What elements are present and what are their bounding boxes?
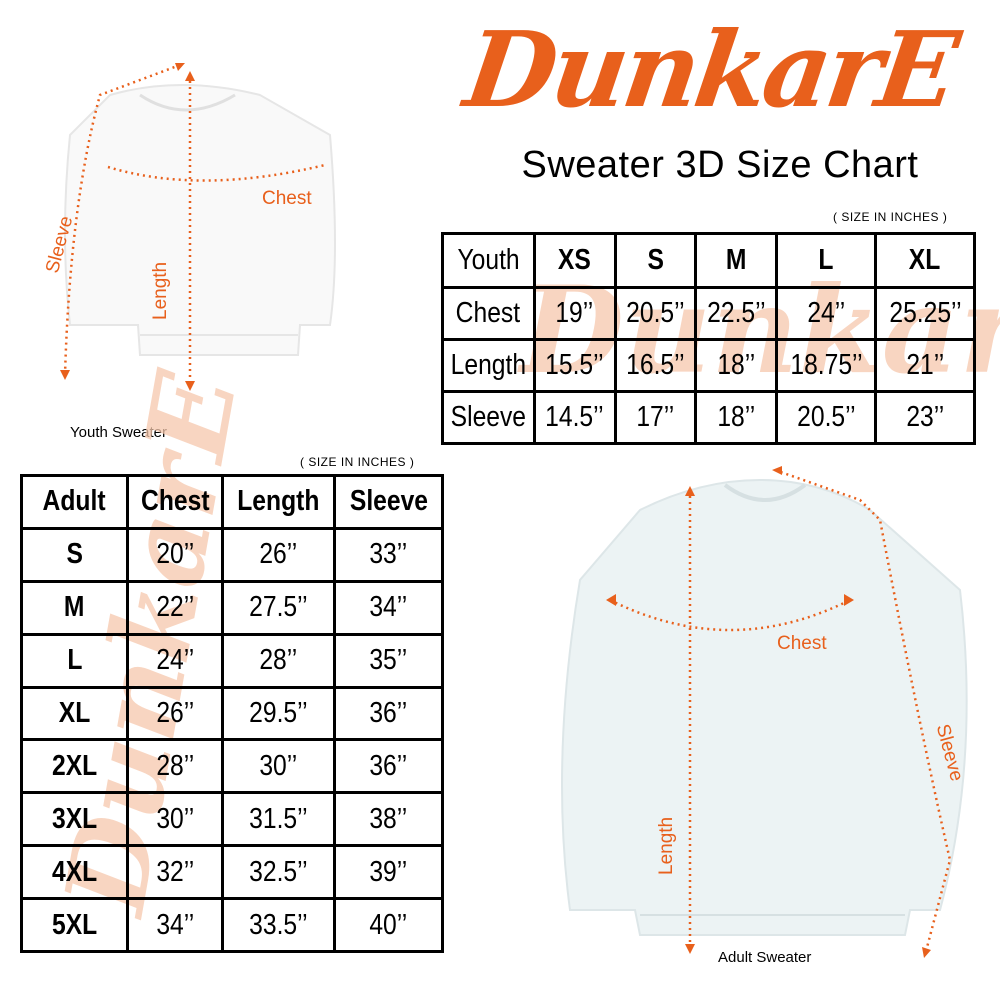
table-header-cell: XS: [532, 232, 617, 289]
table-cell: 15.5’’: [532, 338, 617, 393]
table-row: M 22’’ 27.5’’ 34’’: [20, 579, 444, 636]
adult-chest-label: Chest: [777, 633, 827, 654]
table-header-cell: M: [694, 232, 779, 289]
table-cell: 22’’: [126, 579, 224, 636]
table-cell: 4XL: [20, 844, 129, 901]
table-row: XL 26’’ 29.5’’ 36’’: [20, 685, 444, 742]
table-cell: 36’’: [333, 738, 444, 795]
table-row: 5XL 34’’ 33.5’’ 40’’: [20, 897, 444, 953]
table-row: Youth XS S M L XL: [441, 232, 976, 289]
table-header-cell: Sleeve: [333, 474, 444, 530]
table-cell: 33.5’’: [220, 897, 337, 953]
table-header-cell: Length: [220, 474, 337, 530]
table-cell: 5XL: [20, 897, 129, 953]
table-cell: 17’’: [613, 390, 698, 445]
table-cell: 14.5’’: [532, 390, 617, 445]
table-cell: 32’’: [126, 844, 224, 901]
table-header-cell: Chest: [126, 474, 224, 530]
table-cell: 40’’: [333, 897, 444, 953]
table-cell: 32.5’’: [220, 844, 337, 901]
table-cell: 36’’: [333, 685, 444, 742]
table-cell: 24’’: [126, 632, 224, 689]
table-cell: 35’’: [333, 632, 444, 689]
table-cell: 31.5’’: [220, 791, 337, 848]
table-cell: 28’’: [126, 738, 224, 795]
table-cell: 20.5’’: [613, 286, 698, 341]
table-cell: 20.5’’: [775, 390, 878, 445]
table-cell: 23’’: [874, 390, 976, 445]
youth-size-table: Youth XS S M L XL Chest 19’’ 20.5’’ 22.5…: [441, 232, 976, 445]
table-cell: 2XL: [20, 738, 129, 795]
table-cell: L: [20, 632, 129, 689]
table-cell: 30’’: [126, 791, 224, 848]
table-row: Adult Chest Length Sleeve: [20, 474, 444, 530]
adult-length-label: Length: [656, 816, 677, 875]
table-header-cell: XL: [874, 232, 976, 289]
table-cell: 16.5’’: [613, 338, 698, 393]
table-row: Length 15.5’’ 16.5’’ 18’’ 18.75’’ 21’’: [441, 338, 976, 393]
table-row: S 20’’ 26’’ 33’’: [20, 526, 444, 583]
table-cell: 33’’: [333, 526, 444, 583]
youth-caption: Youth Sweater: [70, 424, 168, 441]
youth-sweater-illustration: [60, 63, 336, 391]
table-cell: 26’’: [126, 685, 224, 742]
table-cell: XL: [20, 685, 129, 742]
table-header-cell: Youth: [441, 232, 536, 289]
table-row: 4XL 32’’ 32.5’’ 39’’: [20, 844, 444, 901]
table-header-cell: S: [613, 232, 698, 289]
table-row: Chest 19’’ 20.5’’ 22.5’’ 24’’ 25.25’’: [441, 286, 976, 341]
table-header-cell: Adult: [20, 474, 129, 530]
table-cell: Chest: [441, 286, 536, 341]
table-cell: M: [20, 579, 129, 636]
adult-caption: Adult Sweater: [718, 949, 812, 966]
adult-sweater-illustration: [561, 466, 968, 958]
table-cell: 34’’: [126, 897, 224, 953]
table-row: 2XL 28’’ 30’’ 36’’: [20, 738, 444, 795]
page-title: Sweater 3D Size Chart: [521, 144, 919, 186]
table-cell: 22.5’’: [694, 286, 779, 341]
table-cell: 28’’: [220, 632, 337, 689]
table-cell: Sleeve: [441, 390, 536, 445]
table-cell: 25.25’’: [874, 286, 976, 341]
table-cell: 26’’: [220, 526, 337, 583]
table-cell: 3XL: [20, 791, 129, 848]
youth-length-label: Length: [150, 261, 171, 320]
table-cell: 34’’: [333, 579, 444, 636]
table-cell: 20’’: [126, 526, 224, 583]
table-header-cell: L: [775, 232, 878, 289]
table-cell: 18’’: [694, 338, 779, 393]
table-cell: 39’’: [333, 844, 444, 901]
table-cell: 18’’: [694, 390, 779, 445]
adult-size-table: Adult Chest Length Sleeve S 20’’ 26’’ 33’’ M…: [20, 474, 444, 953]
table-cell: Length: [441, 338, 536, 393]
table-cell: 27.5’’: [220, 579, 337, 636]
table-cell: 38’’: [333, 791, 444, 848]
table-row: Sleeve 14.5’’ 17’’ 18’’ 20.5’’ 23’’: [441, 390, 976, 445]
adult-unit-note: ( SIZE IN INCHES ): [300, 455, 415, 469]
table-cell: 19’’: [532, 286, 617, 341]
youth-chest-label: Chest: [262, 188, 312, 209]
table-cell: 24’’: [775, 286, 878, 341]
table-cell: 21’’: [874, 338, 976, 393]
table-cell: 29.5’’: [220, 685, 337, 742]
table-row: L 24’’ 28’’ 35’’: [20, 632, 444, 689]
table-cell: 30’’: [220, 738, 337, 795]
brand-logo: DunkarE: [457, 8, 963, 131]
table-cell: 18.75’’: [775, 338, 878, 393]
youth-unit-note: ( SIZE IN INCHES ): [833, 210, 948, 224]
table-row: 3XL 30’’ 31.5’’ 38’’: [20, 791, 444, 848]
table-cell: S: [20, 526, 129, 583]
